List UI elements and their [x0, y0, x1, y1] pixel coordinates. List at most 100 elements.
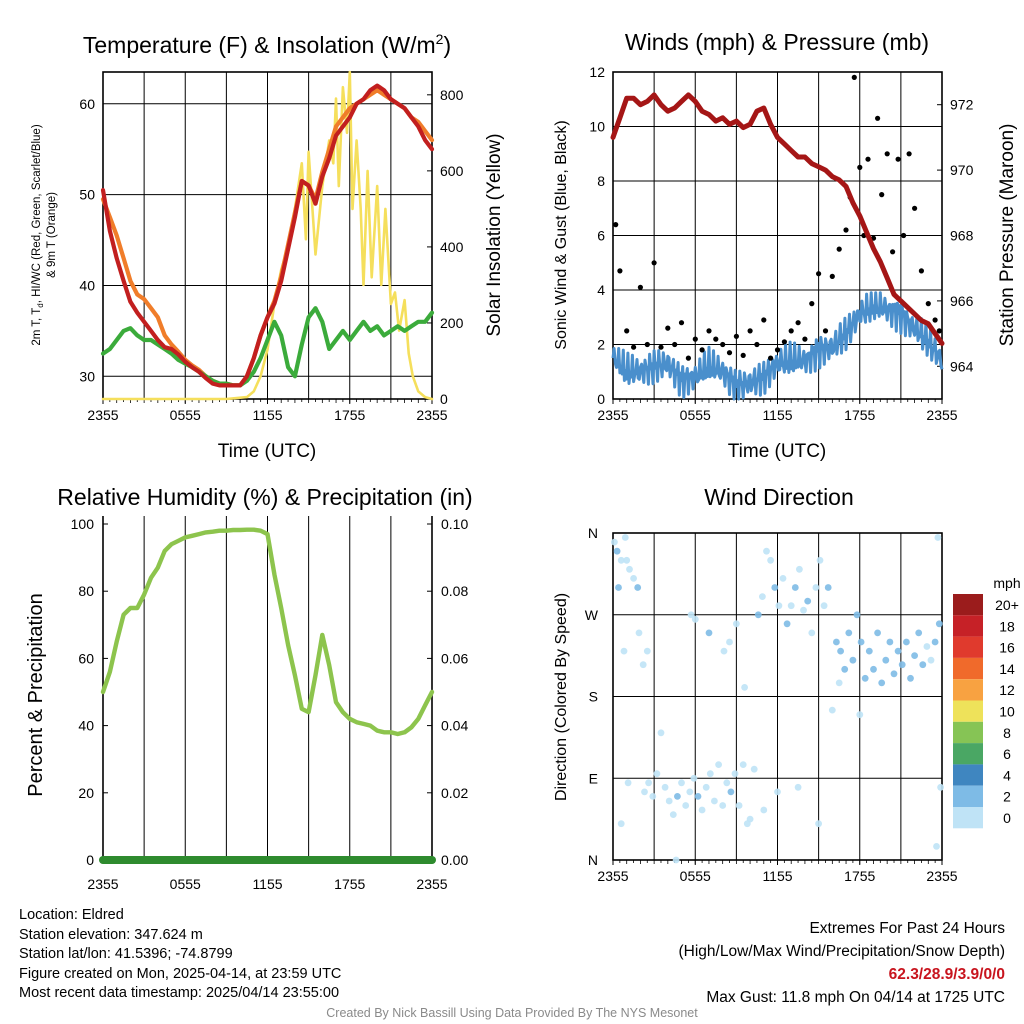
series-line-0 [100, 83, 435, 388]
y-tick-label-left: 8 [597, 173, 605, 189]
x-axis-label: Time (UTC) [218, 441, 317, 462]
direction-point [617, 820, 625, 828]
chart-title: Relative Humidity (%) & Precipitation (i… [57, 484, 472, 510]
direction-point [694, 793, 702, 800]
legend-label: 2 [1003, 789, 1011, 805]
legend-swatch [953, 594, 983, 616]
y-axis-label-right: Solar Insolation (Yellow) [484, 133, 505, 336]
legend-label: 4 [1003, 767, 1011, 783]
chart-title-end: ) [443, 32, 451, 58]
y-tick-label-left: 2 [597, 337, 605, 353]
direction-point [682, 802, 690, 809]
y-tick-label-right: 0.04 [441, 718, 468, 734]
direction-point [672, 856, 680, 864]
gust-point [918, 268, 925, 274]
direction-point [735, 802, 743, 809]
direction-point [874, 629, 881, 637]
x-tick-label: 1755 [844, 868, 875, 884]
series-line-sonic-wind [611, 291, 944, 401]
x-tick-label: 1155 [762, 868, 792, 884]
direction-point [726, 638, 733, 646]
y-tick-label: N [588, 525, 598, 541]
legend-label: 10 [999, 704, 1015, 720]
direction-point [882, 656, 890, 664]
x-tick-label: 2355 [926, 868, 957, 884]
gust-point [836, 246, 842, 252]
direction-point [796, 565, 803, 573]
extremes-title: Extremes For Past 24 Hours [809, 920, 1005, 937]
legend-swatch [953, 636, 983, 658]
direction-point [617, 556, 625, 564]
x-tick-label: 1155 [252, 407, 282, 423]
direction-point [815, 820, 822, 828]
gust-point [651, 260, 657, 266]
direction-point [621, 534, 629, 541]
direction-point [911, 652, 918, 659]
direction-point [702, 783, 710, 791]
direction-point [812, 584, 820, 591]
direction-point [733, 620, 740, 628]
direction-point [643, 647, 651, 655]
direction-point [865, 647, 873, 655]
direction-point [669, 811, 677, 818]
direction-point [791, 584, 799, 591]
legend-label: 0 [1003, 810, 1011, 826]
direction-point [937, 783, 944, 791]
direction-point [645, 779, 652, 787]
gust-point [733, 333, 740, 339]
gust-point [816, 271, 822, 277]
direction-point [630, 575, 637, 582]
direction-point [934, 534, 942, 541]
gust-point [781, 339, 788, 345]
gust-point [713, 336, 719, 342]
recent-data-text: Most recent data timestamp: 2025/04/14 2… [19, 985, 340, 1002]
direction-point [794, 783, 802, 791]
direction-point [674, 793, 681, 800]
gust-point [851, 74, 857, 80]
legend-swatch [953, 679, 983, 701]
direction-point [641, 788, 648, 796]
gust-point [895, 156, 901, 162]
gust-point [613, 222, 619, 228]
direction-point [927, 656, 935, 664]
y-tick-label-left: 80 [78, 583, 94, 599]
y-axis-label-part: , HI/WC (Red, Green, Scarlet/Blue) [31, 124, 43, 303]
direction-point [750, 765, 758, 773]
direction-point [774, 788, 781, 796]
humidity-precipitation-panel: 2355 0555 1155 1755 2355 0 20 40 60 80 100 0.00 0.02… [25, 484, 473, 892]
direction-point [915, 629, 923, 637]
y-axis-label-part: 2m T, T [31, 308, 43, 346]
direction-point [816, 556, 824, 564]
direction-point [828, 706, 836, 714]
direction-point [787, 602, 795, 610]
chart-title: Temperature (F) & Insolation (W/m2) [83, 31, 451, 58]
y-tick-label-left: 0 [597, 391, 605, 407]
legend-swatch [953, 743, 983, 765]
legend-label: 14 [999, 661, 1015, 677]
gust-point [875, 115, 881, 121]
gust-point [631, 344, 637, 350]
direction-point [626, 565, 633, 573]
gust-point [865, 156, 871, 162]
direction-point [687, 611, 695, 619]
y-tick-label-right: 966 [950, 293, 974, 309]
direction-point [711, 797, 718, 805]
direction-point [759, 593, 766, 600]
direction-point [763, 547, 770, 555]
y-tick-label-left: 6 [597, 228, 605, 244]
y-tick-label-left: 60 [79, 96, 95, 112]
gust-point [754, 341, 760, 348]
y-tick-label-right: 0.10 [441, 516, 468, 532]
series-line-pressure [610, 92, 945, 346]
legend-swatch [953, 785, 983, 807]
legend-swatch [953, 657, 983, 680]
legend-swatch [953, 700, 983, 722]
y-axis-label: Direction (Colored By Speed) [553, 593, 570, 801]
gust-point [843, 227, 849, 233]
y-tick-label-left: 40 [78, 718, 94, 734]
legend-label: 8 [1003, 725, 1011, 741]
gust-point [768, 355, 774, 361]
y-tick-label: E [589, 770, 598, 786]
extremes-values: 62.3/28.9/3.9/0/0 [888, 966, 1005, 983]
